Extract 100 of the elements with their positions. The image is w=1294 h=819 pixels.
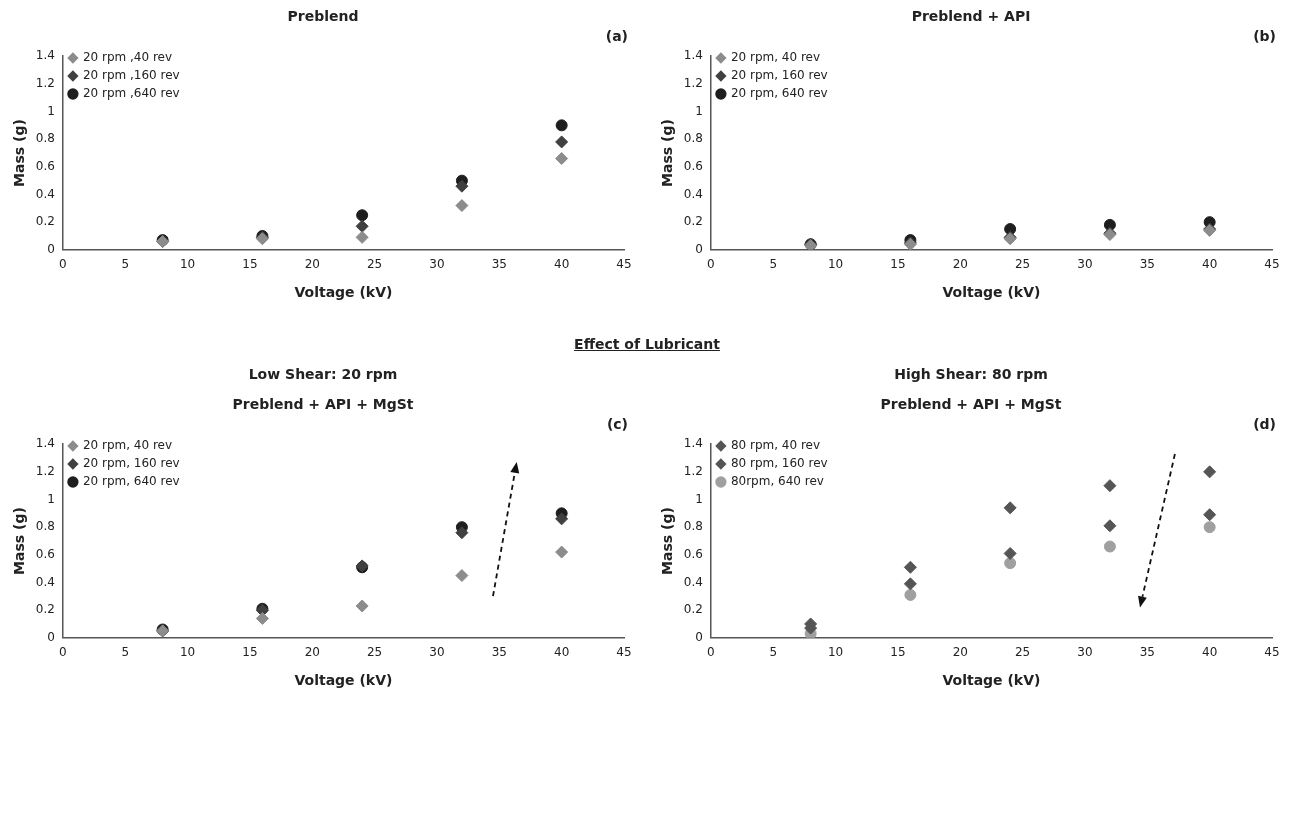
y-tick-label: 0.8 [683, 131, 703, 146]
y-tick-label: 1 [695, 103, 703, 118]
x-tick-label: 45 [616, 645, 632, 660]
y-axis-title: Mass (g) [11, 119, 28, 187]
x-tick-label: 40 [1202, 645, 1218, 660]
y-tick-label: 0.4 [35, 186, 55, 201]
x-tick-label: 5 [769, 257, 778, 272]
y-tick-label: 0.4 [683, 574, 703, 589]
x-tick-label: 30 [1077, 645, 1093, 660]
text: Low Shear: 20 rpm [247, 366, 399, 384]
legend-label: 20 rpm, 40 rev [730, 50, 821, 65]
x-tick-label: 10 [179, 257, 196, 272]
chart-title: Preblend + API + MgSt [880, 396, 1062, 412]
legend-label: 20 rpm, 640 rev [82, 474, 180, 489]
x-axis-title: Voltage (kV) [294, 284, 393, 301]
text: High Shear: 80 rpm [893, 366, 1049, 384]
y-tick-label: 1 [695, 491, 703, 506]
y-tick-label: 0.2 [683, 602, 703, 617]
x-tick-label: 15 [890, 645, 906, 660]
x-tick-label: 30 [429, 257, 445, 272]
y-tick-label: 0.6 [35, 158, 55, 173]
x-tick-label: 15 [242, 257, 258, 272]
y-tick-label: 0.4 [35, 574, 55, 589]
legend-label: 20 rpm, 640 rev [730, 86, 828, 101]
x-tick-label: 45 [1264, 645, 1280, 660]
x-tick-label: 20 [304, 257, 320, 272]
y-tick-label: 0.6 [35, 546, 55, 561]
chart-title: Preblend + API [911, 8, 1031, 24]
y-tick-label: 1.2 [683, 463, 703, 478]
text: Effect of Lubricant [573, 336, 721, 354]
x-tick-label: 20 [304, 645, 320, 660]
x-axis-title: Voltage (kV) [294, 672, 393, 689]
y-tick-label: 0.4 [683, 186, 703, 201]
x-tick-label: 5 [121, 645, 130, 660]
x-tick-label: 15 [890, 257, 906, 272]
x-tick-label: 30 [1077, 257, 1093, 272]
legend-label: 20 rpm ,40 rev [82, 50, 173, 65]
x-tick-label: 35 [491, 645, 507, 660]
y-tick-label: 0 [695, 241, 703, 256]
x-tick-label: 0 [707, 645, 715, 660]
y-axis-title: Mass (g) [659, 507, 676, 575]
y-tick-label: 0.8 [35, 519, 55, 534]
y-tick-label: 0.2 [683, 214, 703, 229]
x-tick-label: 30 [429, 645, 445, 660]
y-tick-label: 0.8 [35, 131, 55, 146]
text: (a) [604, 28, 629, 46]
x-tick-label: 35 [491, 257, 507, 272]
chart-title: Preblend + API + MgSt [232, 396, 414, 412]
x-tick-label: 25 [1014, 645, 1031, 660]
x-tick-label: 10 [179, 645, 196, 660]
y-tick-label: 0.8 [683, 519, 703, 534]
legend-label: 80rpm, 640 rev [730, 474, 824, 489]
x-tick-label: 40 [554, 257, 570, 272]
y-tick-label: 1.4 [683, 48, 703, 63]
x-tick-label: 0 [707, 257, 715, 272]
x-tick-label: 0 [59, 645, 67, 660]
y-tick-label: 1.2 [35, 463, 55, 478]
y-tick-label: 0.2 [35, 214, 55, 229]
x-tick-label: 10 [827, 257, 844, 272]
chart-title: Preblend [287, 8, 359, 24]
x-tick-label: 5 [121, 257, 130, 272]
y-tick-label: 0.6 [683, 546, 703, 561]
y-tick-label: 0 [695, 629, 703, 644]
legend-label: 80 rpm, 40 rev [730, 438, 821, 453]
x-axis-title: Voltage (kV) [942, 672, 1041, 689]
x-tick-label: 35 [1139, 645, 1155, 660]
y-tick-label: 1 [47, 103, 55, 118]
y-tick-label: 1.4 [683, 436, 703, 451]
text: (b) [1252, 28, 1277, 46]
y-tick-label: 1.4 [35, 436, 55, 451]
x-tick-label: 20 [952, 257, 968, 272]
legend-label: 20 rpm, 160 rev [730, 68, 828, 83]
x-tick-label: 0 [59, 257, 67, 272]
x-tick-label: 10 [827, 645, 844, 660]
x-tick-label: 40 [554, 645, 570, 660]
y-tick-label: 1 [47, 491, 55, 506]
x-tick-label: 25 [1014, 257, 1031, 272]
x-tick-label: 25 [366, 257, 383, 272]
y-axis-title: Mass (g) [659, 119, 676, 187]
x-tick-label: 5 [769, 645, 778, 660]
y-tick-label: 0.2 [35, 602, 55, 617]
x-tick-label: 40 [1202, 257, 1218, 272]
legend-label: 20 rpm, 160 rev [82, 456, 180, 471]
legend-label: 20 rpm ,640 rev [82, 86, 180, 101]
x-tick-label: 45 [616, 257, 632, 272]
y-axis-title: Mass (g) [11, 507, 28, 575]
x-axis-title: Voltage (kV) [942, 284, 1041, 301]
legend-label: 80 rpm, 160 rev [730, 456, 828, 471]
y-tick-label: 1.4 [35, 48, 55, 63]
text: (d) [1252, 416, 1277, 434]
x-tick-label: 15 [242, 645, 258, 660]
text: (c) [605, 416, 629, 434]
legend-label: 20 rpm, 40 rev [82, 438, 173, 453]
y-tick-label: 0.6 [683, 158, 703, 173]
x-tick-label: 45 [1264, 257, 1280, 272]
y-tick-label: 0 [47, 241, 55, 256]
x-tick-label: 25 [366, 645, 383, 660]
y-tick-label: 1.2 [683, 75, 703, 90]
x-tick-label: 35 [1139, 257, 1155, 272]
y-tick-label: 0 [47, 629, 55, 644]
